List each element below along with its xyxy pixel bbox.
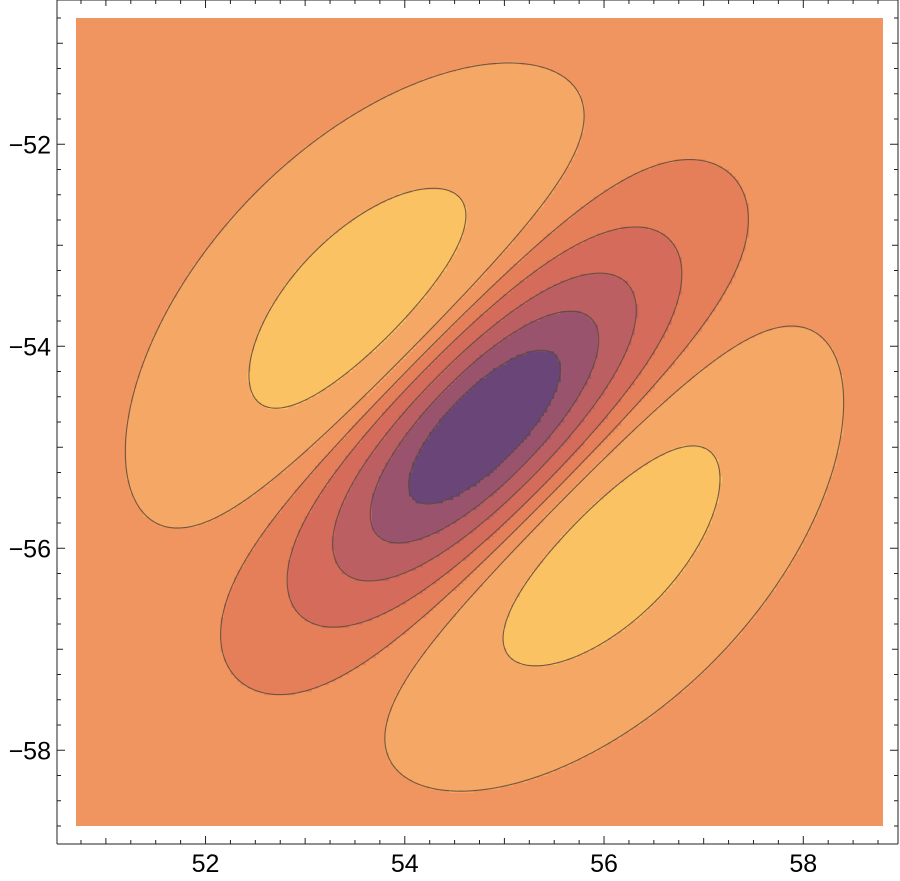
y-tick-label: −58: [9, 737, 51, 765]
x-tick-label: 54: [391, 850, 419, 878]
x-tick-label: 58: [789, 850, 817, 878]
contour-line-4: [286, 226, 683, 628]
axes: 52 54 56 58 −52 −54 −56 −58: [9, 0, 899, 878]
x-tick-label: 52: [192, 850, 220, 878]
contour-line-1: [408, 349, 561, 505]
contour-band-0: [126, 61, 844, 793]
contour-band-2: [247, 189, 723, 665]
contour-band-6: [408, 351, 561, 504]
contour-band-5: [371, 310, 598, 544]
plot-area: [76, 18, 883, 826]
contour-band-1: [220, 159, 750, 696]
contour-line-3: [332, 272, 637, 582]
contour-line-5: [220, 159, 749, 696]
contour-line-2: [369, 310, 600, 544]
contour-band-3: [287, 226, 682, 628]
y-tick-label: −56: [9, 535, 51, 563]
contour-line-7: [248, 187, 721, 667]
contour-line-6: [124, 62, 845, 792]
y-tick-label: −52: [9, 131, 51, 159]
y-tick-label: −54: [9, 333, 52, 361]
x-tick-label: 56: [590, 850, 618, 878]
